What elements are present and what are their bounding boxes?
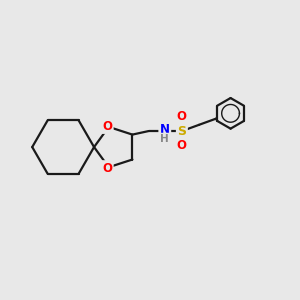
Text: H: H	[160, 134, 169, 144]
Text: O: O	[177, 110, 187, 123]
Text: S: S	[177, 124, 186, 138]
Text: O: O	[102, 162, 112, 175]
Text: N: N	[160, 122, 170, 136]
Text: O: O	[177, 139, 187, 152]
Text: O: O	[102, 119, 112, 133]
